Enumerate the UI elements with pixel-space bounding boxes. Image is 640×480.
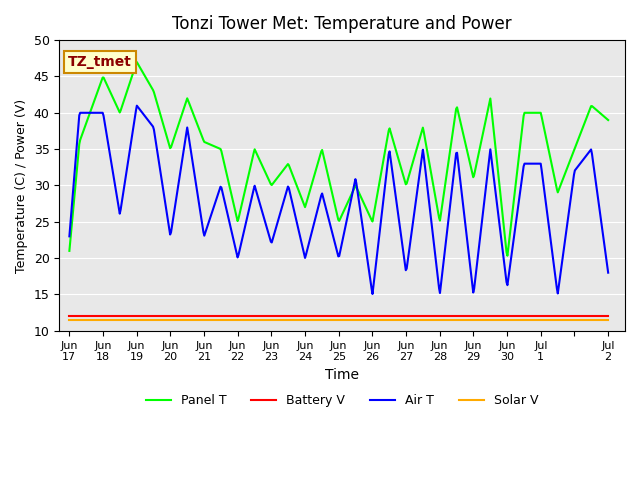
Solar V [471,317,479,323]
Battery V [604,313,612,319]
Battery V [204,313,212,319]
X-axis label: Time: Time [325,368,359,382]
Panel T [472,164,480,169]
Y-axis label: Temperature (C) / Power (V): Temperature (C) / Power (V) [15,98,28,273]
Battery V [383,313,391,319]
Solar V [204,317,212,323]
Battery V [426,313,433,319]
Air T [427,216,435,221]
Battery V [65,313,73,319]
Panel T [65,248,73,254]
Panel T [426,164,434,170]
Air T [310,220,318,226]
Solar V [161,317,168,323]
Air T [604,270,612,276]
Air T [65,233,73,239]
Legend: Panel T, Battery V, Air T, Solar V: Panel T, Battery V, Air T, Solar V [141,389,543,412]
Panel T [205,141,212,147]
Panel T [310,174,318,180]
Line: Air T: Air T [69,106,608,294]
Panel T [504,253,511,259]
Air T [473,263,481,268]
Panel T [162,130,170,135]
Panel T [133,59,141,65]
Solar V [426,317,433,323]
Air T [369,291,376,297]
Battery V [471,313,479,319]
Air T [385,151,392,157]
Title: Tonzi Tower Met: Temperature and Power: Tonzi Tower Met: Temperature and Power [172,15,512,33]
Line: Panel T: Panel T [69,62,608,256]
Battery V [309,313,317,319]
Panel T [604,117,612,123]
Panel T [384,133,392,139]
Air T [133,103,141,108]
Solar V [383,317,391,323]
Solar V [309,317,317,323]
Text: TZ_tmet: TZ_tmet [68,55,132,69]
Battery V [161,313,168,319]
Air T [162,203,170,208]
Solar V [65,317,73,323]
Solar V [604,317,612,323]
Air T [205,219,212,225]
